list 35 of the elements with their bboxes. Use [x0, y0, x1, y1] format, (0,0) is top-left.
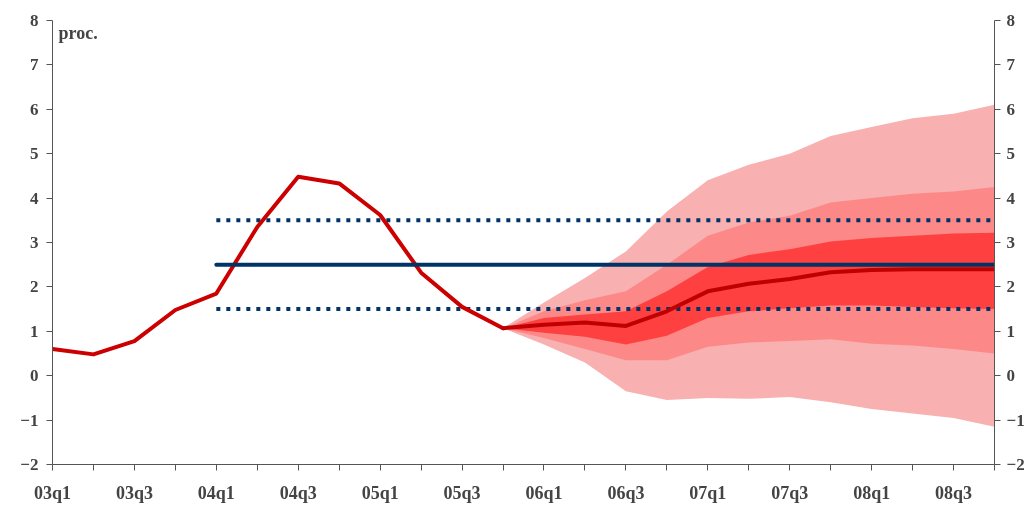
y-tick-label: 0 — [30, 366, 39, 386]
x-tick-label: 04q1 — [197, 482, 235, 503]
y2-tick-label: 8 — [1006, 11, 1015, 30]
y2-tick-label: 5 — [1006, 144, 1015, 164]
y2-tick-label: −2 — [1006, 455, 1025, 474]
y2-tick-label: 2 — [1006, 277, 1015, 297]
y-axis-title: proc. — [58, 22, 98, 43]
x-tick-label: 06q3 — [607, 482, 645, 503]
y-tick-label: −2 — [20, 455, 39, 474]
y2-tick-label: 3 — [1006, 233, 1015, 252]
y-tick-label: 7 — [30, 55, 39, 75]
x-tick-label: 03q1 — [33, 482, 72, 503]
y-tick-label: 6 — [30, 99, 39, 119]
y-tick-label: 1 — [30, 321, 39, 341]
x-tick-label: 05q1 — [361, 482, 399, 503]
y2-tick-label: 0 — [1006, 366, 1015, 386]
x-tick-label: 03q3 — [115, 482, 153, 503]
x-tick-label: 08q1 — [853, 482, 891, 503]
y2-tick-label: 4 — [1006, 188, 1016, 208]
y-tick-label: 3 — [30, 233, 39, 252]
x-tick-label: 07q3 — [771, 482, 809, 503]
x-tick-label: 08q3 — [935, 482, 973, 503]
y2-tick-label: −1 — [1006, 410, 1025, 430]
y-tick-label: 4 — [30, 188, 39, 208]
y2-tick-label: 7 — [1006, 55, 1016, 75]
x-tick-label: 05q3 — [443, 482, 481, 503]
x-tick-label: 04q3 — [279, 482, 317, 503]
y-tick-label: 5 — [30, 144, 39, 164]
x-tick-label: 06q1 — [525, 482, 563, 503]
y-tick-label: −1 — [20, 410, 39, 430]
x-tick-label: 07q1 — [689, 482, 727, 503]
y2-tick-label: 6 — [1006, 99, 1015, 119]
y-tick-label: 2 — [30, 277, 39, 297]
y2-tick-label: 1 — [1006, 321, 1015, 341]
y-tick-label: 8 — [30, 11, 39, 30]
